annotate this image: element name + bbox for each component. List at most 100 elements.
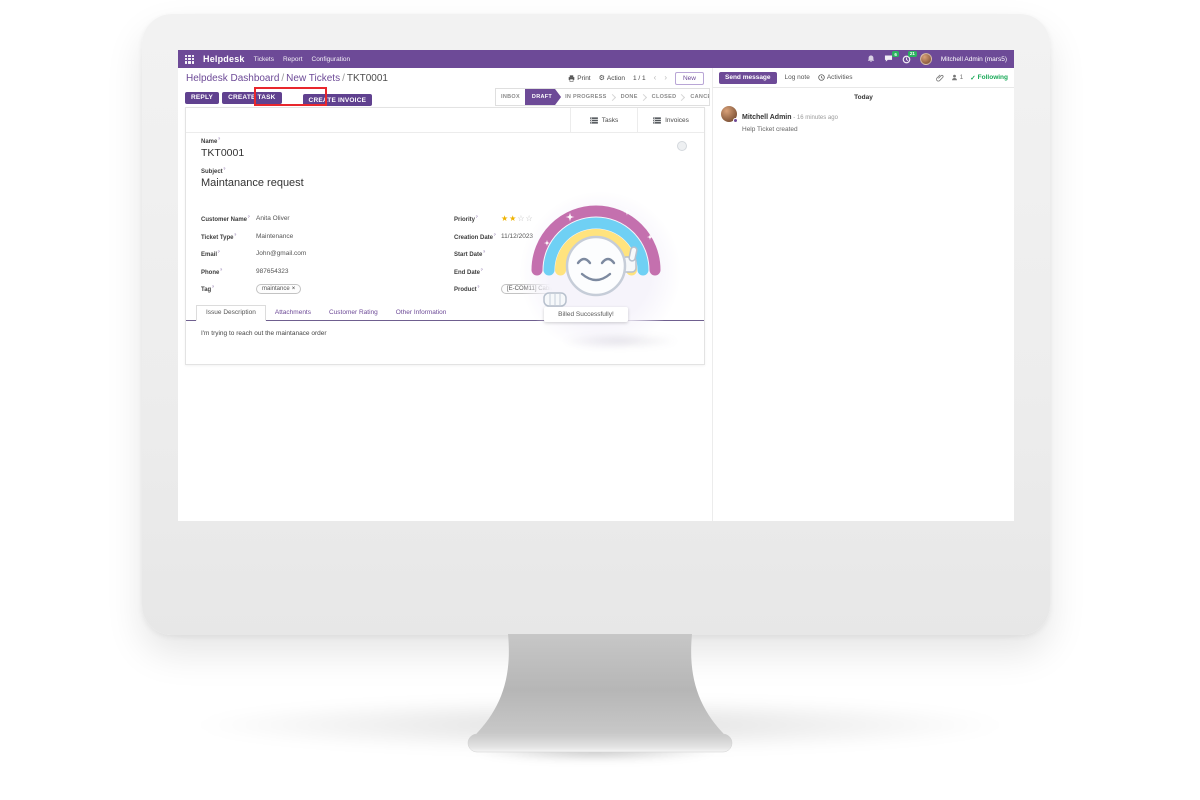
followers-button[interactable]: 1: [951, 74, 964, 81]
send-message-button[interactable]: Send message: [719, 71, 777, 84]
star-empty-icon: ☆☆: [517, 213, 534, 223]
pager: 1 / 1: [632, 74, 646, 82]
name-label: Name: [201, 136, 244, 145]
phone-label: Phone: [201, 267, 256, 276]
menu-tickets[interactable]: Tickets: [253, 55, 274, 63]
activities-clock-icon[interactable]: 21: [902, 50, 917, 64]
reply-button[interactable]: REPLY: [185, 91, 220, 104]
tag-label: Tag: [201, 284, 256, 293]
apps-grid-icon[interactable]: [185, 54, 194, 64]
tag-chip[interactable]: maintance ×: [256, 283, 302, 294]
priority-stars[interactable]: ★★☆☆: [501, 213, 534, 223]
rainbow-man-effect: [531, 205, 661, 307]
effect-shadow: [560, 333, 680, 349]
clock-icon: [818, 74, 825, 81]
ticket-type-field[interactable]: Maintenance: [256, 232, 294, 240]
pager-next-icon[interactable]: ›: [664, 73, 667, 82]
settings-circle-icon[interactable]: [677, 141, 687, 151]
breadcrumb-new-tickets[interactable]: New Tickets: [286, 72, 341, 84]
stage-draft[interactable]: DRAFT: [525, 89, 561, 105]
breadcrumb-current: TKT0001: [346, 72, 388, 84]
monitor-stand: [467, 634, 733, 753]
action-menu[interactable]: ⚙ Action: [598, 74, 625, 83]
create-invoice-button[interactable]: CREATE INVOICE: [302, 94, 373, 106]
issue-description-text[interactable]: I'm trying to reach out the maintanace o…: [201, 330, 327, 337]
messages-count-badge: 6: [892, 51, 899, 57]
chatter-panel: Send message Log note Activities 1 ✓ Fol…: [712, 68, 1014, 521]
date-divider: Today: [854, 94, 873, 101]
log-note-tab[interactable]: Log note: [784, 74, 810, 81]
status-pipeline: INBOX DRAFT IN PROGRESS DONE CLOSED CANC…: [495, 88, 710, 106]
tab-other-information[interactable]: Other Information: [395, 309, 447, 316]
messages-icon[interactable]: 6: [884, 51, 899, 63]
screen: Helpdesk Tickets Report Configuration 6 …: [178, 50, 1014, 521]
ticket-type-label: Ticket Type: [201, 232, 256, 241]
product-label: Product: [454, 284, 501, 293]
create-task-button[interactable]: CREATE TASK: [222, 91, 282, 104]
activities-tab[interactable]: Activities: [818, 74, 853, 81]
message-avatar: [721, 106, 738, 123]
tab-customer-rating[interactable]: Customer Rating: [329, 309, 378, 316]
stage-separator-icon: [678, 93, 686, 101]
tab-issue-description[interactable]: Issue Description: [196, 305, 266, 321]
top-navbar: Helpdesk Tickets Report Configuration 6 …: [178, 50, 1014, 68]
following-toggle[interactable]: ✓ Following: [970, 74, 1008, 82]
gear-icon: ⚙: [598, 75, 605, 82]
user-menu[interactable]: Mitchell Admin (mars5): [940, 55, 1007, 63]
stage-inbox[interactable]: INBOX: [501, 94, 520, 100]
check-icon: ✓: [970, 74, 976, 82]
app-name[interactable]: Helpdesk: [203, 54, 245, 64]
notebook-tabs: Issue Description Attachments Customer R…: [186, 305, 704, 321]
menu-configuration[interactable]: Configuration: [311, 55, 351, 63]
user-avatar[interactable]: [919, 53, 932, 65]
stage-done[interactable]: DONE: [620, 94, 638, 100]
star-filled-icon: ★★: [501, 213, 518, 223]
email-label: Email: [201, 249, 256, 258]
subject-field[interactable]: Maintanance request: [201, 177, 304, 189]
follower-count: 1: [959, 74, 964, 81]
menu-report[interactable]: Report: [282, 55, 303, 63]
phone-field[interactable]: 987654323: [256, 267, 289, 275]
printer-icon: [568, 74, 575, 82]
list-icon: [589, 116, 598, 124]
paperclip-icon[interactable]: [935, 74, 944, 82]
pager-prev-icon[interactable]: ‹: [653, 73, 657, 82]
stage-closed[interactable]: CLOSED: [651, 94, 677, 100]
creation-date-label: Creation Date: [454, 232, 501, 241]
breadcrumb-dashboard[interactable]: Helpdesk Dashboard: [186, 72, 280, 84]
invoices-smart-button[interactable]: Invoices: [637, 108, 704, 132]
presence-dot: [733, 118, 738, 123]
creation-date-field[interactable]: 11/12/2023: [501, 232, 534, 240]
breadcrumb: Helpdesk Dashboard / New Tickets / TKT0001: [186, 72, 388, 84]
customer-name-field[interactable]: Anita Oliver: [256, 215, 290, 223]
message-time: 16 minutes ago: [792, 115, 838, 121]
stage-canceled[interactable]: CANCELED: [690, 94, 709, 100]
smart-button-box: Tasks Invoices: [186, 108, 704, 133]
stage-in-progress[interactable]: IN PROGRESS: [565, 94, 607, 100]
customer-name-label: Customer Name: [201, 214, 256, 223]
list-icon: [653, 116, 661, 124]
tag-remove-icon[interactable]: ×: [291, 285, 296, 292]
email-field[interactable]: John@gmail.com: [256, 250, 307, 258]
name-field[interactable]: TKT0001: [201, 147, 245, 159]
new-button[interactable]: New: [674, 71, 704, 85]
chatter-message: Mitchell Admin16 minutes ago Help Ticket…: [721, 106, 838, 133]
activities-count-badge: 21: [907, 50, 917, 57]
chatter-toolbar: Send message Log note Activities 1 ✓ Fol…: [713, 68, 1014, 88]
fist-hand: [543, 292, 567, 307]
tab-attachments[interactable]: Attachments: [274, 309, 311, 316]
message-author[interactable]: Mitchell Admin: [742, 114, 792, 121]
smiley-face: [565, 235, 627, 297]
print-button[interactable]: Print: [568, 74, 591, 82]
subject-label: Subject: [201, 166, 304, 175]
priority-label: Priority: [454, 214, 501, 223]
end-date-label: End Date: [454, 267, 501, 276]
message-body: Help Ticket created: [742, 126, 798, 133]
bell-icon[interactable]: [867, 55, 875, 64]
start-date-label: Start Date: [454, 249, 501, 258]
tasks-smart-button[interactable]: Tasks: [570, 108, 637, 132]
control-panel: Helpdesk Dashboard / New Tickets / TKT0001 P…: [178, 68, 712, 88]
action-button-row: REPLY CREATE TASK CREATE INVOICE: [178, 88, 712, 107]
effect-message: Billed Successfully!: [544, 307, 628, 322]
